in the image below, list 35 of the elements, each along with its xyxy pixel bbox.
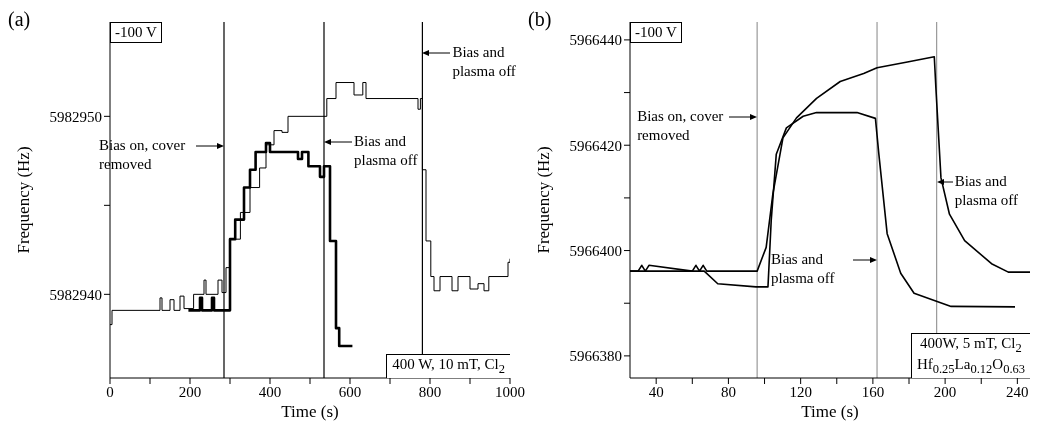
x-axis-title: Time (s) (800, 402, 860, 422)
y-tick-label: 5982940 (49, 286, 102, 303)
x-tick-label: 400 (258, 383, 282, 400)
x-tick-label: 40 (648, 383, 664, 400)
ref-line-label: Bias and plasma off (771, 249, 836, 288)
ref-line-label: Bias and plasma off (954, 171, 1020, 210)
y-tick-label: 5966380 (569, 348, 622, 365)
x-tick-label: 800 (418, 383, 442, 400)
annotation: Hf$_{0.25}$La$_{0.12}$O$_{0.63}$ (916, 356, 1025, 377)
y-axis-title: Frequency (Hz) (534, 145, 554, 256)
y-tick-label: 5966440 (569, 32, 622, 49)
y-tick-label: 5982950 (49, 108, 102, 125)
x-tick-label: 200 (178, 383, 202, 400)
y-axis-title: Frequency (Hz) (14, 145, 34, 256)
x-tick-label: 1000 (495, 383, 525, 400)
x-tick-label: 0 (106, 383, 114, 400)
y-tick-label: 5966400 (569, 242, 622, 259)
ref-line-label: Bias on, cover removed (637, 107, 725, 146)
y-tick-label: 5966420 (569, 137, 622, 154)
x-tick-label: 600 (338, 383, 362, 400)
x-tick-label: 240 (1006, 383, 1029, 400)
x-axis-title: Time (s) (280, 402, 340, 422)
annotation: -100 V (630, 22, 682, 43)
chart-title: (a) (8, 8, 31, 31)
x-tick-label: 120 (789, 383, 812, 400)
x-tick-label: 160 (861, 383, 885, 400)
x-tick-label: 80 (720, 383, 736, 400)
ref-line-label: Bias and plasma off (452, 43, 517, 82)
chart-title: (b) (528, 8, 552, 31)
annotation: 400W, 5 mT, Cl$_{2}$ (919, 335, 1023, 356)
ref-line-label: Bias and plasma off (354, 132, 419, 171)
annotation: -100 V (110, 22, 162, 43)
annotation: 400 W, 10 mT, Cl$_{2}$ (392, 356, 505, 377)
ref-line-label: Bias on, cover removed (99, 135, 187, 174)
x-tick-label: 200 (933, 383, 957, 400)
